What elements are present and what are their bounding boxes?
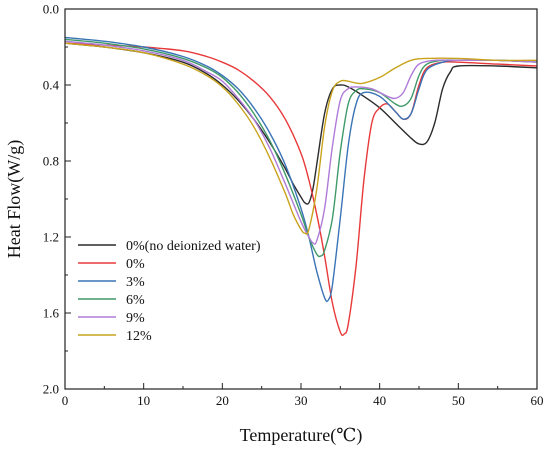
series-line-5 <box>64 42 538 235</box>
legend-label: 0% <box>126 257 145 272</box>
y-tick-label: 0.4 <box>43 78 60 93</box>
x-tick-label: 30 <box>295 393 308 408</box>
y-tick-label: 1.2 <box>43 230 59 245</box>
y-tick-label: 2.0 <box>43 382 59 397</box>
x-tick-label: 0 <box>62 393 69 408</box>
x-tick-label: 10 <box>137 393 150 408</box>
x-tick-label: 20 <box>216 393 229 408</box>
series-line-0 <box>64 42 538 205</box>
legend-label: 6% <box>126 293 145 308</box>
legend-label: 0%(no deionized water) <box>126 239 261 254</box>
y-axis-title: Heat Flow(W/g) <box>4 140 25 258</box>
series-layer <box>64 36 538 337</box>
series-line-3 <box>64 38 538 258</box>
x-tick-label: 40 <box>373 393 386 408</box>
x-tick-label: 60 <box>531 393 544 408</box>
legend-label: 12% <box>126 329 152 344</box>
legend-label: 3% <box>126 275 145 290</box>
legend-label: 9% <box>126 311 145 326</box>
x-axis-title: Temperature(℃) <box>240 425 363 446</box>
series-line-4 <box>64 40 538 245</box>
legend: 0%(no deionized water) 0% 3% 6% 9% 12% <box>78 239 261 344</box>
y-tick-label: 1.6 <box>43 306 60 321</box>
y-tick-label: 0.8 <box>43 154 59 169</box>
y-tick-label: 0.0 <box>43 2 59 17</box>
series-line-1 <box>64 42 538 337</box>
ticks-layer: 0 10 20 30 40 50 60 0.0 0.4 0.8 1.2 1.6 2.0 <box>43 2 544 409</box>
x-tick-label: 50 <box>452 393 465 408</box>
series-line-2 <box>64 36 538 303</box>
